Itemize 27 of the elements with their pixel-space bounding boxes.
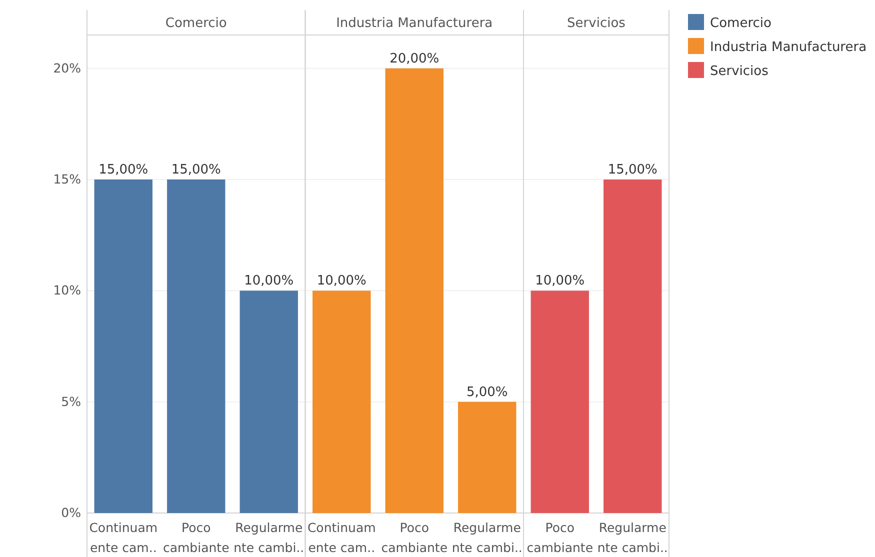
x-tick-label: Continuamente cam.. <box>89 520 158 555</box>
data-label: 15,00% <box>98 162 148 178</box>
chart-title: Servicios <box>567 16 626 31</box>
x-tick-label: Poco cambiante <box>381 520 448 555</box>
y-tick-label: 15% <box>53 172 82 187</box>
y-tick-label: 0% <box>61 505 82 520</box>
x-tick-label: Continuamente cam.. <box>307 520 376 555</box>
y-tick-label: 5% <box>61 394 82 409</box>
legend-label: Comercio <box>710 16 772 31</box>
data-label: 10,00% <box>316 274 366 289</box>
chart-title: Comercio <box>165 16 227 31</box>
chart-title: Industria Manufacturera <box>336 16 493 31</box>
data-label: 10,00% <box>535 274 585 289</box>
x-tick-label: Regularmente cambi.. <box>234 520 304 555</box>
x-tick-label: Poco cambiante <box>526 520 594 555</box>
data-label: 15,00% <box>171 162 221 178</box>
x-tick-label: Poco cambiante <box>162 520 230 555</box>
data-label: 15,00% <box>608 162 658 178</box>
y-tick-label: 10% <box>53 282 82 298</box>
data-label: 5,00% <box>466 384 508 400</box>
legend-label: Servicios <box>710 64 769 79</box>
data-label: 20,00% <box>390 51 440 66</box>
x-tick-label: Regularmente cambi.. <box>452 520 522 555</box>
x-tick-label: Regularmente cambi.. <box>597 520 668 555</box>
y-tick-label: 20% <box>53 60 82 76</box>
legend-label: Industria Manufacturera <box>710 40 867 55</box>
data-label: 10,00% <box>244 274 294 289</box>
